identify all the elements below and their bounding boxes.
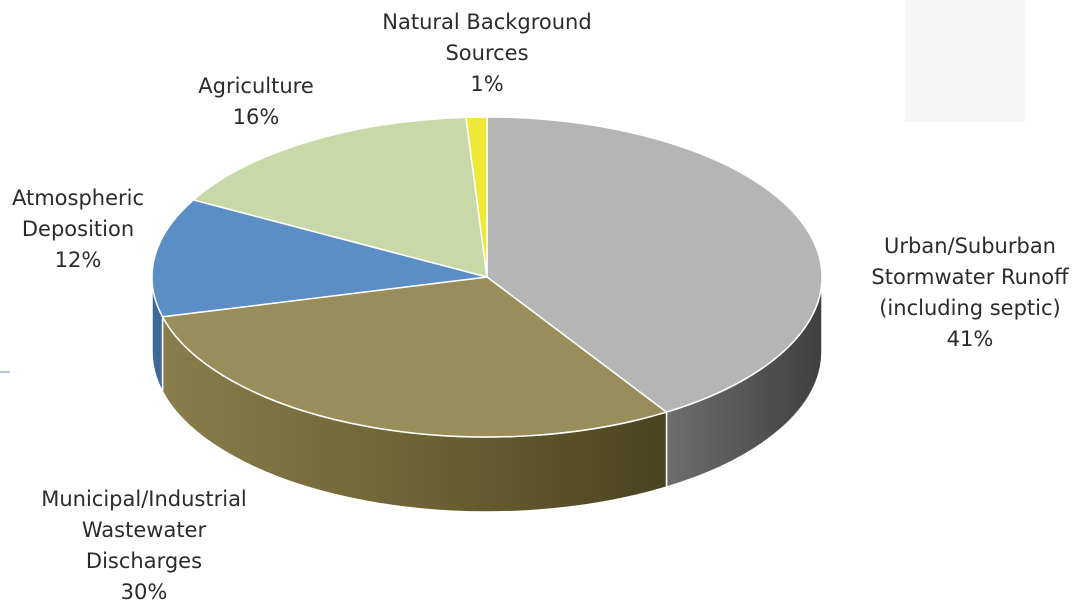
pie-tops [151,116,823,438]
slice-label-atmospheric-deposition: Atmospheric Deposition 12% [12,186,144,272]
slice-name-line: (including septic) [879,296,1061,320]
slice-name-line: Municipal/Industrial [41,487,247,511]
slice-label-urban-suburban-stormwater-runoff-including-septic: Urban/Suburban Stormwater Runoff (includin… [871,234,1069,351]
slice-name-line: Discharges [86,549,202,573]
slice-name-line: Natural Background [382,10,591,34]
slice-percent-label: 41% [947,327,994,351]
slice-label-natural-background-sources: Natural Background Sources 1% [382,10,591,96]
pie-slice-agriculture [191,116,488,279]
pie-slice-natural-background-sources [465,116,488,278]
slice-name-line: Agriculture [198,74,314,98]
slice-percent-label: 1% [470,72,503,96]
slice-name-line: Urban/Suburban [884,234,1056,258]
slice-name-line: Atmospheric [12,186,144,210]
slice-label-municipal-industrial-wastewater-discharges: Municipal/Industrial Wastewater Discharges… [41,487,247,604]
slice-name-line: Sources [445,41,528,65]
pie-labels: Urban/Suburban Stormwater Runoff (includin… [12,10,1069,604]
slice-percent-label: 30% [121,580,168,604]
slice-percent-label: 16% [233,105,280,129]
pie-slice-urban-suburban-stormwater-runoff-including-septic [486,116,823,413]
pie-slice-atmospheric-deposition [151,199,488,318]
slice-name-line: Wastewater [82,518,207,542]
slice-label-agriculture: Agriculture 16% [198,74,314,129]
slice-name-line: Stormwater Runoff [871,265,1069,289]
slice-name-line: Deposition [22,217,134,241]
pie-slice-municipal-industrial-wastewater-discharges [161,276,669,438]
slice-percent-label: 12% [55,248,102,272]
watermark-patch [905,0,1025,122]
